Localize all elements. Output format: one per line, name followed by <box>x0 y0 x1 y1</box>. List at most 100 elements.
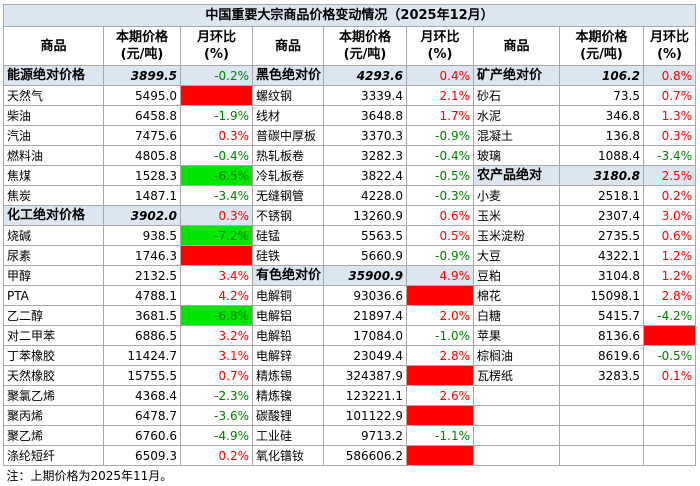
price-cell: 2735.5 <box>560 226 644 246</box>
change-cell: 0.4% <box>407 66 474 86</box>
commodity-name-cell: 丁苯橡胶 <box>4 346 104 366</box>
header-change: 月环比(%) <box>644 27 696 66</box>
change-cell: -5.2% <box>181 246 253 266</box>
commodity-name-cell: 大豆 <box>474 246 560 266</box>
commodity-name-cell: 热轧板卷 <box>253 146 324 166</box>
price-cell: 4788.1 <box>104 286 181 306</box>
commodity-name-cell: 无缝钢管 <box>253 186 324 206</box>
category-name-cell: 化工绝对价格 <box>4 206 104 226</box>
header-change: 月环比(%) <box>407 27 474 66</box>
change-cell <box>644 426 696 446</box>
change-cell: -0.4% <box>407 146 474 166</box>
commodity-name-cell: 电解铅 <box>253 326 324 346</box>
commodity-name-cell: 精炼镍 <box>253 386 324 406</box>
price-cell: 8136.6 <box>560 326 644 346</box>
change-cell: -1.1% <box>407 426 474 446</box>
price-cell: 8619.6 <box>560 346 644 366</box>
commodity-name-cell: PTA <box>4 286 104 306</box>
header-price: 本期价格(元/吨) <box>560 27 644 66</box>
commodity-name-cell: 聚丙烯 <box>4 406 104 426</box>
commodity-price-table: 中国重要大宗商品价格变动情况（2025年12月） 商品本期价格(元/吨)月环比(… <box>3 4 696 486</box>
commodity-name-cell: 小麦 <box>474 186 560 206</box>
price-cell: 3681.5 <box>104 306 181 326</box>
commodity-name-cell: 天然橡胶 <box>4 366 104 386</box>
commodity-name-cell: 混凝土 <box>474 126 560 146</box>
change-cell: -0.5% <box>644 346 696 366</box>
commodity-name-cell <box>474 406 560 426</box>
change-cell: -3.6% <box>181 406 253 426</box>
price-cell: 23049.4 <box>324 346 407 366</box>
category-name-cell: 能源绝对价格 <box>4 66 104 86</box>
price-cell: 2307.4 <box>560 206 644 226</box>
price-cell: 5495.0 <box>104 86 181 106</box>
price-cell: 3104.8 <box>560 266 644 286</box>
change-cell <box>644 386 696 406</box>
price-cell: 2518.1 <box>560 186 644 206</box>
change-cell: 0.2% <box>181 446 253 466</box>
change-cell: -6.5% <box>181 166 253 186</box>
price-cell: 3339.4 <box>324 86 407 106</box>
change-cell: 11.7% <box>407 366 474 386</box>
change-cell: 0.8% <box>644 66 696 86</box>
commodity-name-cell: 硅铁 <box>253 246 324 266</box>
change-cell: -1.0% <box>407 326 474 346</box>
commodity-name-cell: 聚氯乙烯 <box>4 386 104 406</box>
commodity-name-cell: 燃料油 <box>4 146 104 166</box>
price-cell: 2132.5 <box>104 266 181 286</box>
change-cell: 4.2% <box>181 286 253 306</box>
commodity-name-cell <box>474 426 560 446</box>
change-cell: 0.3% <box>644 126 696 146</box>
price-cell: 3899.5 <box>104 66 181 86</box>
commodity-name-cell: 冷轧板卷 <box>253 166 324 186</box>
commodity-name-cell: 焦煤 <box>4 166 104 186</box>
change-cell: -2.3% <box>181 386 253 406</box>
commodity-name-cell: 汽油 <box>4 126 104 146</box>
change-cell: 2.8% <box>644 286 696 306</box>
price-cell: 136.8 <box>560 126 644 146</box>
change-cell: 0.3% <box>181 206 253 226</box>
price-cell: 3282.3 <box>324 146 407 166</box>
commodity-name-cell: 甲醇 <box>4 266 104 286</box>
price-cell: 13260.9 <box>324 206 407 226</box>
commodity-name-cell: 柴油 <box>4 106 104 126</box>
price-cell: 15755.5 <box>104 366 181 386</box>
price-cell: 4322.1 <box>560 246 644 266</box>
change-cell: -4.2% <box>644 306 696 326</box>
commodity-name-cell: 玻璃 <box>474 146 560 166</box>
price-cell: 21897.4 <box>324 306 407 326</box>
change-cell: 0.2% <box>644 186 696 206</box>
change-cell: 3.1% <box>181 346 253 366</box>
price-cell: 346.8 <box>560 106 644 126</box>
price-cell <box>560 386 644 406</box>
change-cell: 0.1% <box>644 366 696 386</box>
change-cell: 4.9% <box>407 266 474 286</box>
price-cell: 123221.1 <box>324 386 407 406</box>
change-cell: -4.9% <box>181 426 253 446</box>
change-cell: -0.5% <box>407 166 474 186</box>
price-cell: 7475.6 <box>104 126 181 146</box>
price-cell: 101122.9 <box>324 406 407 426</box>
commodity-name-cell: 砂石 <box>474 86 560 106</box>
price-cell: 5563.5 <box>324 226 407 246</box>
price-cell: 324387.9 <box>324 366 407 386</box>
change-cell: 0.3% <box>181 126 253 146</box>
category-name-cell: 矿产绝对价 <box>474 66 560 86</box>
commodity-name-cell: 涤纶短纤 <box>4 446 104 466</box>
price-cell: 3648.8 <box>324 106 407 126</box>
price-cell: 73.5 <box>560 86 644 106</box>
spreadsheet: { "title": "中国重要大宗商品价格变动情况（2025年12月）", "… <box>0 0 700 476</box>
change-cell: -0.9% <box>407 126 474 146</box>
price-cell: 3822.4 <box>324 166 407 186</box>
price-cell: 4293.6 <box>324 66 407 86</box>
price-cell: 17084.0 <box>324 326 407 346</box>
price-cell: 3370.3 <box>324 126 407 146</box>
change-cell: 7.7% <box>407 286 474 306</box>
commodity-name-cell: 棉花 <box>474 286 560 306</box>
commodity-name-cell: 玉米淀粉 <box>474 226 560 246</box>
change-cell: 15.5% <box>407 406 474 426</box>
